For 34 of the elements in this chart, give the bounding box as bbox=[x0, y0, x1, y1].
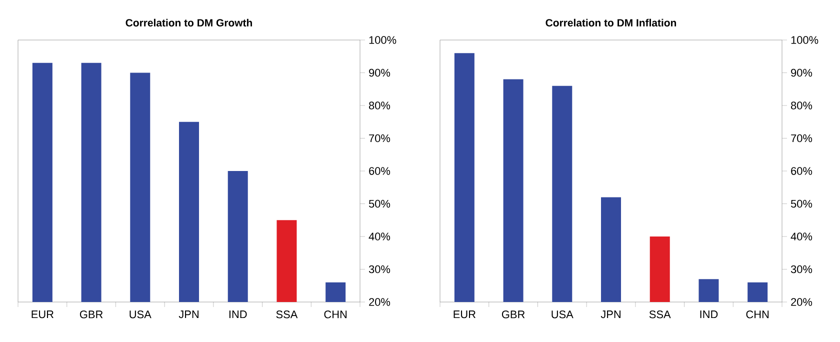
x-tick-label: CHN bbox=[746, 310, 769, 318]
y-tick-label: 20% bbox=[369, 298, 390, 306]
chart-title: Correlation to DM Growth bbox=[126, 18, 252, 27]
x-tick-label: USA bbox=[552, 310, 574, 318]
y-tick-label: 90% bbox=[369, 68, 390, 77]
y-tick-label: 60% bbox=[791, 167, 812, 175]
y-tick-label: 30% bbox=[368, 265, 390, 274]
y-tick-label: 20% bbox=[791, 298, 812, 306]
x-tick-label: IND bbox=[700, 310, 718, 318]
y-tick-label: 30% bbox=[790, 265, 812, 274]
x-tick-label: JPN bbox=[178, 310, 198, 318]
y-tick-label: 80% bbox=[368, 102, 390, 110]
y-tick-label: 40% bbox=[790, 232, 812, 240]
y-tick-label: 100% bbox=[369, 36, 396, 44]
y-tick-label: 40% bbox=[368, 232, 390, 240]
x-tick-label: SSA bbox=[276, 310, 298, 318]
x-tick-label: IND bbox=[229, 310, 247, 318]
y-tick-label: 80% bbox=[791, 102, 812, 110]
y-tick-label: 100% bbox=[791, 36, 818, 44]
y-tick-label: 70% bbox=[791, 134, 812, 142]
x-tick-label: CHN bbox=[324, 310, 347, 318]
chart-title: Correlation to DM Inflation bbox=[546, 18, 676, 27]
y-tick-label: 70% bbox=[369, 134, 390, 142]
x-tick-label: EUR bbox=[32, 310, 54, 318]
x-tick-label: EUR bbox=[454, 310, 476, 318]
y-tick-label: 90% bbox=[791, 68, 812, 77]
x-tick-label: SSA bbox=[649, 310, 671, 318]
x-tick-label: GBR bbox=[502, 310, 525, 318]
x-tick-label: JPN bbox=[600, 310, 620, 318]
y-tick-label: 60% bbox=[369, 167, 390, 175]
y-tick-label: 50% bbox=[368, 200, 390, 208]
x-tick-label: GBR bbox=[80, 310, 103, 318]
y-tick-label: 50% bbox=[790, 200, 812, 208]
x-tick-label: USA bbox=[130, 310, 152, 318]
